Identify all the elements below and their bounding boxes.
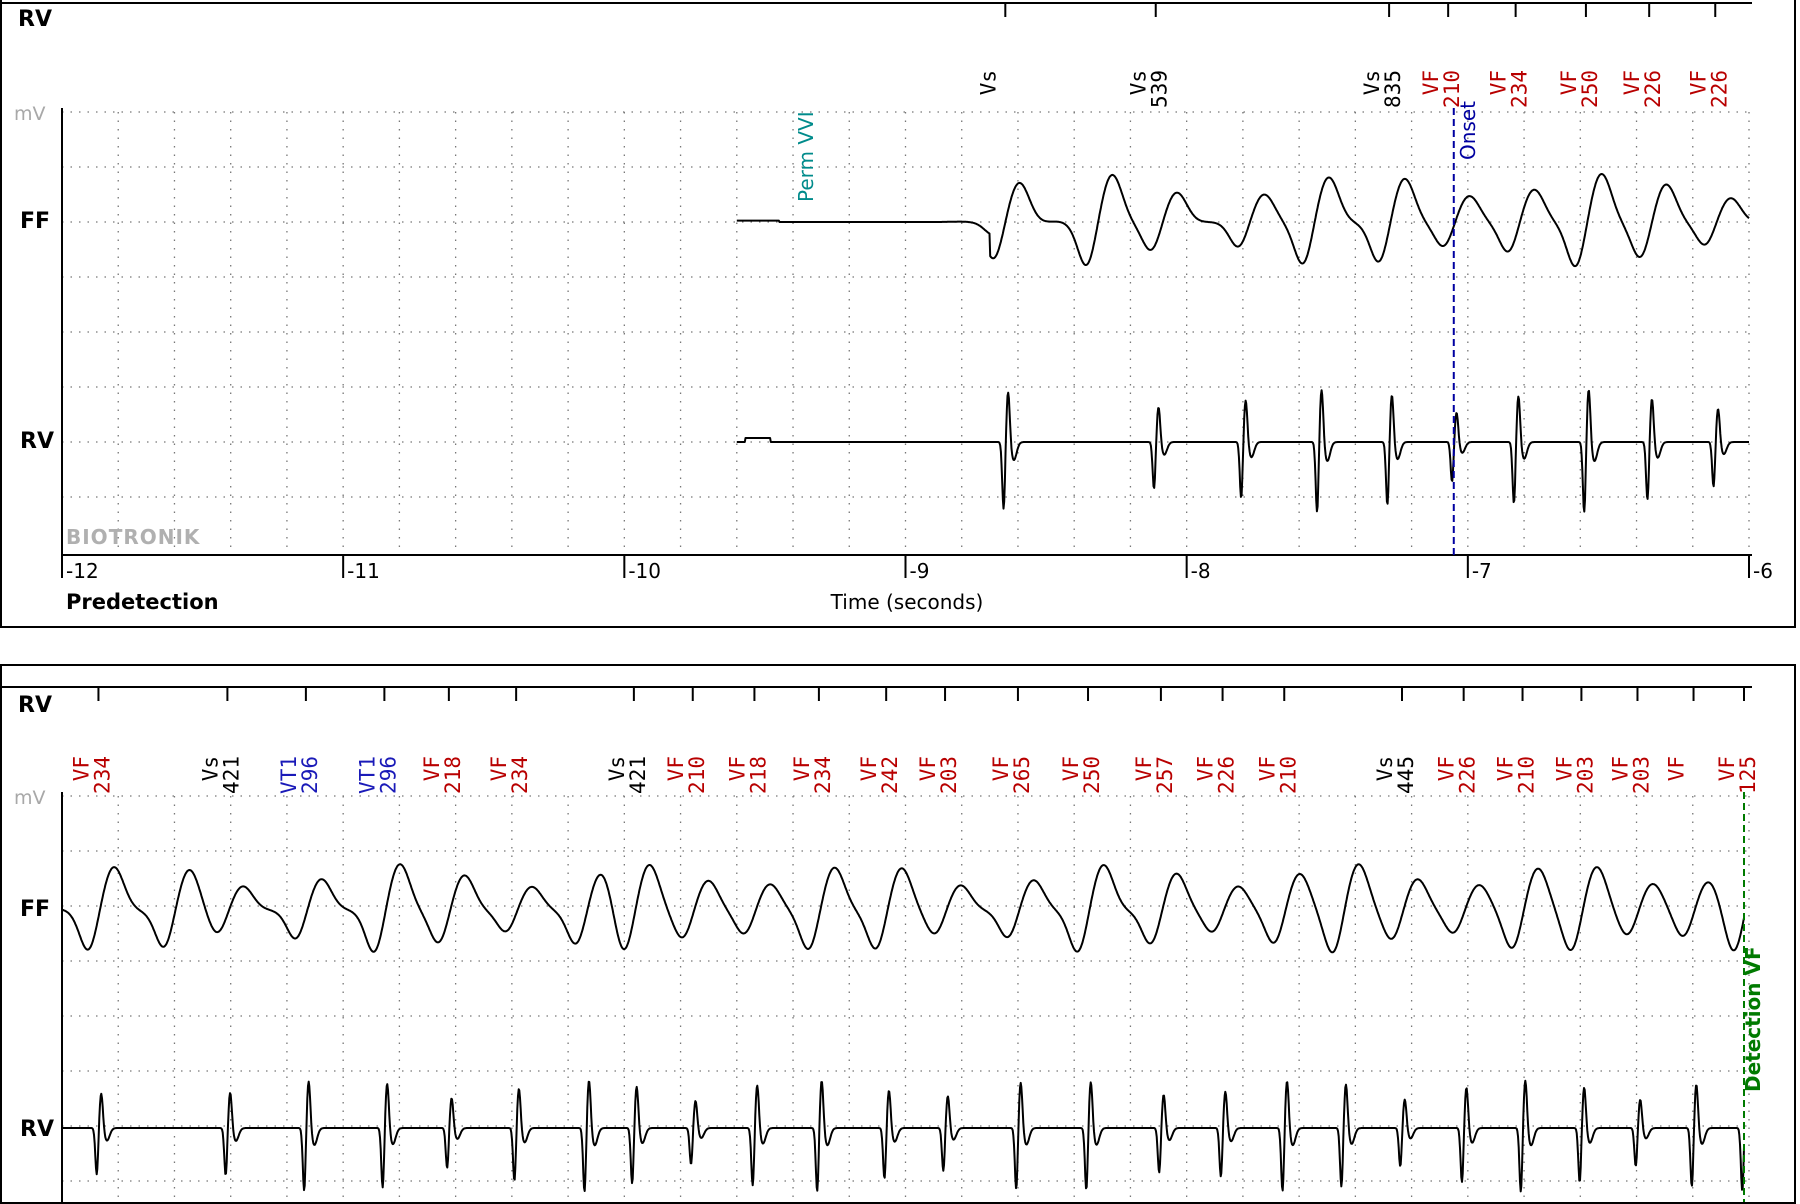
channel-label-rv: RV [20,1117,54,1142]
marker-type: VF [790,756,814,781]
marker-value: 296 [376,756,400,794]
rv-trace [736,389,1750,513]
marker-value: 226 [1215,756,1239,794]
marker-type: Vs [1373,756,1397,781]
marker-value: 242 [878,756,902,794]
marker-type: VF [420,756,444,781]
marker-value: 234 [508,756,532,794]
marker-type: VF [1608,756,1632,781]
x-tick-label: -7 [1472,559,1492,583]
x-tick-label: -12 [66,559,99,583]
rv-trace [61,1079,1745,1193]
marker-value: 835 [1381,70,1405,108]
marker-row-label: RV [18,7,52,32]
x-axis-ticks: -12 -11 -10 -9 -8 -7 -6 [61,555,1773,583]
marker-value: 226 [1641,70,1665,108]
marker-type: Vs [1360,70,1384,95]
predetection-panel: Vs Vs 539 Vs 835 VF 210 VF 234 VF 250 VF 226 VF 226 RV… [0,0,1796,628]
perm-vvi-annotation: Perm VVI [794,111,818,202]
marker-type: VT1 [277,756,301,794]
marker-row-label: RV [18,693,52,718]
marker-type: VF [1715,756,1739,781]
marker-type: VF [1255,756,1279,781]
grid [62,111,1750,550]
marker-type: VF [1435,756,1459,781]
marker-value: 218 [746,756,770,794]
channel-label-ff: FF [20,209,50,234]
marker-value: 234 [811,756,835,794]
marker-value: 210 [1276,756,1300,794]
marker-type: VF [725,756,749,781]
marker-value: 125 [1736,756,1760,794]
marker-type: VF [1419,70,1443,95]
marker-value: 234 [90,756,114,794]
marker-type: VF [916,756,940,781]
marker-type: Vs [605,756,629,781]
grid [62,795,1750,1202]
detection-label: Detection VF [1741,946,1765,1092]
marker-type: Vs [976,70,1000,95]
marker-type: VF [487,756,511,781]
marker-type: VF [1494,756,1518,781]
marker-type: VF [857,756,881,781]
marker-type: VF [664,756,688,781]
ff-trace [61,863,1745,954]
marker-type: VF [1059,756,1083,781]
marker-value: 421 [219,756,243,794]
onset-label: Onset [1456,101,1480,160]
marker-type: Vs [1127,70,1151,95]
marker-type: VF [1620,70,1644,95]
marker-value: 421 [626,756,650,794]
marker-value: 203 [1573,756,1597,794]
marker-value: 210 [1515,756,1539,794]
marker-value: 210 [685,756,709,794]
marker-value: 250 [1578,70,1602,108]
mv-label: mV [14,787,46,809]
marker-type: VF [1487,70,1511,95]
marker-value: 234 [1508,70,1532,108]
marker-value: 265 [1010,756,1034,794]
marker-type: Vs [198,756,222,781]
marker-type: VF [1132,756,1156,781]
x-axis-label: Time (seconds) [830,590,984,614]
marker-value: 539 [1148,70,1172,108]
marker-value: 257 [1153,756,1177,794]
marker-value: 445 [1394,756,1418,794]
marker-value: 226 [1456,756,1480,794]
marker-type: VF [989,756,1013,781]
channel-label-ff: FF [20,897,50,922]
marker-value: 218 [441,756,465,794]
x-tick-label: -9 [910,559,930,583]
x-tick-label: -8 [1191,559,1211,583]
detection-panel: VF 234 Vs 421 VT1 296 VT1 296 VF 218 VF 234 Vs 421 VF 2… [0,664,1796,1204]
mv-label: mV [14,103,46,125]
marker-type: VF [1552,756,1576,781]
marker-value: 226 [1707,70,1731,108]
x-tick-label: -6 [1753,559,1773,583]
x-tick-label: -11 [347,559,380,583]
marker-type: VF [1686,70,1710,95]
marker-value: 203 [937,756,961,794]
marker-value: 250 [1080,756,1104,794]
marker-type: VF [1665,756,1689,781]
marker-value: 210 [1440,70,1464,108]
channel-label-rv: RV [20,429,54,454]
marker-type: VF [1557,70,1581,95]
biotronik-brand: BIOTRONIK [66,525,201,549]
marker-type: VT1 [355,756,379,794]
marker-type: VF [1194,756,1218,781]
marker-value: 203 [1629,756,1653,794]
ff-trace [736,173,1750,268]
marker-type: VF [69,756,93,781]
x-tick-label: -10 [628,559,661,583]
section-label: Predetection [66,590,219,614]
marker-value: 296 [298,756,322,794]
